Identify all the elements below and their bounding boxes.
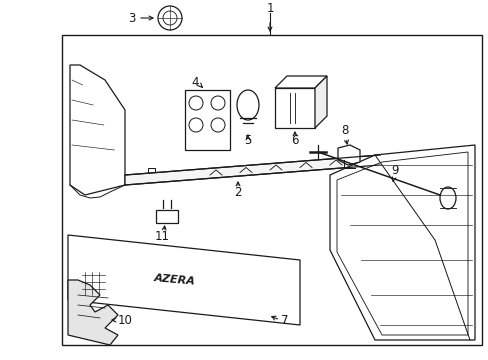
Text: 7: 7 xyxy=(281,314,288,327)
Text: 9: 9 xyxy=(390,163,398,176)
Text: 6: 6 xyxy=(291,134,298,147)
Text: 4: 4 xyxy=(191,76,198,89)
Polygon shape xyxy=(314,76,326,128)
Text: 8: 8 xyxy=(341,123,348,136)
Polygon shape xyxy=(68,280,118,345)
Bar xyxy=(62,35,481,345)
Text: 2: 2 xyxy=(234,186,241,199)
Text: 11: 11 xyxy=(154,230,169,243)
Text: 3: 3 xyxy=(128,12,135,24)
Bar xyxy=(274,88,314,128)
Polygon shape xyxy=(70,65,125,195)
Polygon shape xyxy=(274,76,326,88)
Bar xyxy=(184,90,229,150)
Text: 5: 5 xyxy=(244,134,251,147)
Polygon shape xyxy=(68,235,299,325)
Text: 1: 1 xyxy=(265,1,273,14)
Text: AZERA: AZERA xyxy=(154,273,196,287)
Polygon shape xyxy=(125,155,379,185)
Polygon shape xyxy=(337,145,359,165)
Polygon shape xyxy=(156,210,178,223)
Ellipse shape xyxy=(237,90,259,120)
Ellipse shape xyxy=(439,187,455,209)
Polygon shape xyxy=(329,145,474,340)
Text: 10: 10 xyxy=(118,314,133,327)
